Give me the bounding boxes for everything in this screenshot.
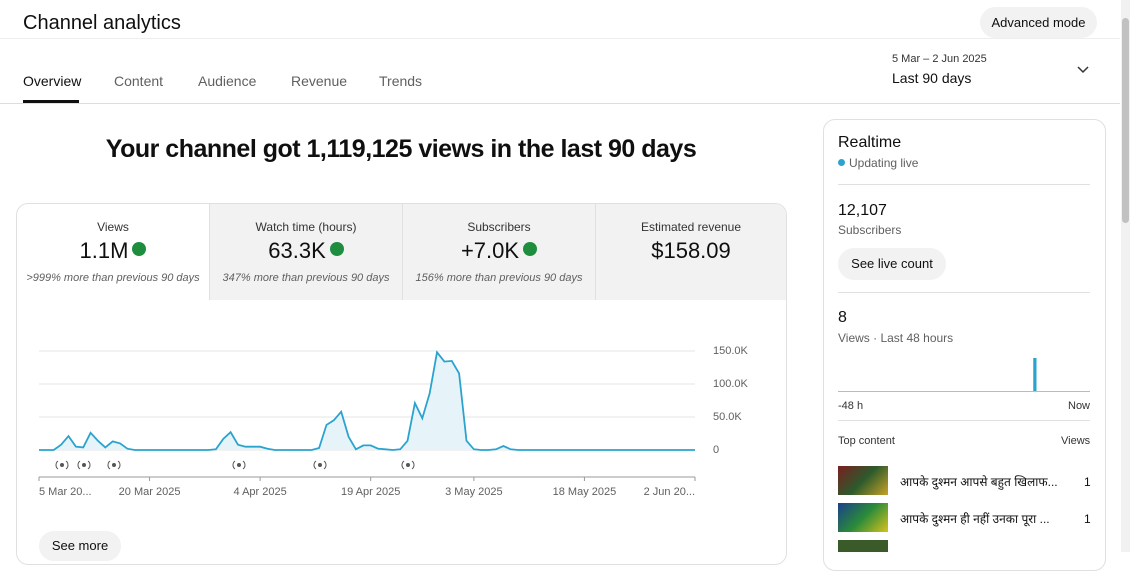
metric-change: 156% more than previous 90 days bbox=[415, 272, 583, 284]
x-tick-label: 2 Jun 20... bbox=[644, 486, 695, 498]
realtime-status: Updating live bbox=[849, 156, 919, 170]
metric-value: 1.1M bbox=[79, 238, 129, 263]
metric-tile[interactable]: Estimated revenue $158.09 bbox=[596, 204, 786, 300]
realtime-chart bbox=[838, 358, 1090, 392]
divider bbox=[0, 38, 1120, 39]
thumbnail[interactable] bbox=[838, 540, 888, 552]
metric-value: +7.0K bbox=[460, 238, 520, 263]
tab-underline bbox=[23, 100, 79, 103]
subscriber-count: 12,107 bbox=[838, 202, 887, 219]
tab[interactable]: Content bbox=[114, 73, 164, 89]
up-icon bbox=[523, 242, 538, 256]
x-tick-label: 20 Mar 2025 bbox=[119, 486, 181, 498]
metric-tile[interactable]: Views 1.1M >999% more than previous 90 day… bbox=[17, 204, 210, 300]
realtime-views-label: Views · Last 48 hours bbox=[838, 331, 954, 345]
live-count-button[interactable]: See live count bbox=[838, 248, 946, 280]
realtime-start: -48 h bbox=[838, 400, 864, 412]
x-tick-label: 18 May 2025 bbox=[553, 486, 617, 498]
metric-change: 347% more than previous 90 days bbox=[222, 272, 390, 284]
x-tick-label: 3 May 2025 bbox=[445, 486, 502, 498]
x-tick-label: 19 Apr 2025 bbox=[341, 486, 400, 498]
metric-label: Watch time (hours) bbox=[255, 220, 357, 234]
date-range-label[interactable]: Last 90 days bbox=[892, 70, 972, 86]
live-dot bbox=[838, 159, 845, 166]
x-tick-label: 5 Mar 20... bbox=[39, 486, 92, 498]
realtime-views: 8 bbox=[838, 309, 847, 326]
live-icons bbox=[55, 460, 415, 470]
metric-label: Views bbox=[97, 220, 129, 234]
metric-value: 63.3K bbox=[268, 238, 326, 263]
y-tick-label: 50.0K bbox=[713, 411, 742, 423]
thumbnail[interactable] bbox=[838, 466, 888, 495]
up-icon bbox=[329, 242, 344, 256]
video-views: 1 bbox=[1084, 512, 1091, 526]
advanced-mode-button[interactable]: Advanced mode bbox=[980, 7, 1097, 38]
top-content-label: Top content bbox=[838, 435, 895, 447]
y-tick-label: 150.0K bbox=[713, 345, 749, 357]
title: Channel analytics bbox=[23, 12, 181, 34]
thumbnail[interactable] bbox=[838, 503, 888, 532]
realtime-bar bbox=[1033, 358, 1037, 391]
y-tick-label: 100.0K bbox=[713, 378, 749, 390]
x-tick-label: 4 Apr 2025 bbox=[234, 486, 287, 498]
scrollbar[interactable] bbox=[1121, 0, 1130, 552]
headline: Your channel got 1,119,125 views in the … bbox=[105, 135, 697, 163]
video-title[interactable]: आपके दुश्मन ही नहीं उनका पूरा ... bbox=[900, 512, 1050, 526]
metric-tile[interactable]: Watch time (hours) 63.3K 347% more than pr… bbox=[210, 204, 403, 300]
metric-label: Estimated revenue bbox=[640, 220, 742, 234]
views-chart: 0 50.0K 100.0K 150.0K 5 Mar 20... 20 Mar 2025… bbox=[38, 345, 749, 498]
tab-overview[interactable]: Overview bbox=[23, 73, 82, 89]
see-more-button[interactable]: See more bbox=[39, 531, 121, 561]
video-title[interactable]: आपके दुश्मन आपसे बहुत खिलाफ... bbox=[900, 475, 1058, 489]
metric-change: >999% more than previous 90 days bbox=[26, 272, 200, 284]
metric-tile[interactable]: Subscribers +7.0K 156% more than previous … bbox=[403, 204, 596, 300]
metric-label: Subscribers bbox=[467, 220, 531, 234]
divider bbox=[838, 420, 1090, 421]
metric-value: $158.09 bbox=[651, 238, 731, 263]
dropdown-icon[interactable] bbox=[1076, 65, 1090, 75]
up-icon bbox=[132, 242, 147, 256]
tab[interactable]: Audience bbox=[198, 73, 257, 89]
top-views-label: Views bbox=[1061, 435, 1091, 447]
divider bbox=[838, 292, 1090, 293]
subscriber-label: Subscribers bbox=[838, 223, 902, 237]
divider bbox=[838, 184, 1090, 185]
realtime-title: Realtime bbox=[838, 134, 902, 151]
y-tick-label: 0 bbox=[713, 444, 719, 456]
line bbox=[39, 350, 695, 451]
tab[interactable]: Trends bbox=[379, 73, 423, 89]
tab[interactable]: Revenue bbox=[291, 73, 348, 89]
divider bbox=[0, 103, 1120, 104]
area bbox=[39, 352, 695, 450]
video-views: 1 bbox=[1084, 475, 1091, 489]
realtime-end: Now bbox=[1068, 400, 1091, 412]
date-range: 5 Mar – 2 Jun 2025 bbox=[892, 53, 987, 65]
